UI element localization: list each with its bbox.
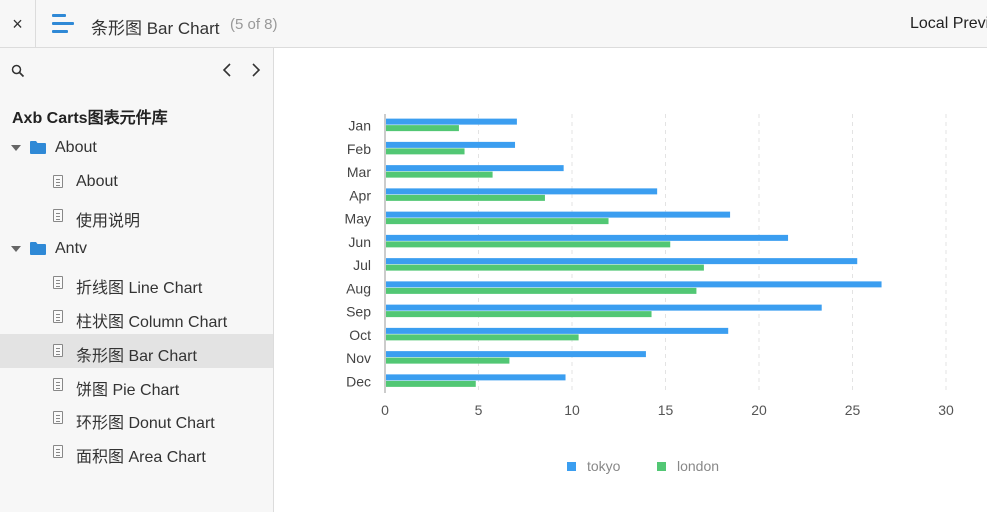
page-count: (5 of 8) [230,16,278,33]
sidebar-item-page[interactable]: 条形图 Bar Chart [0,333,273,368]
search-icon[interactable] [11,64,25,78]
bar-chart: 0 5 10 15 20 25 30 Jan Feb Mar Apr May Jun Jul Aug Sep O… [345,114,954,474]
x-tick-label: 25 [845,402,861,418]
top-bar: × 条形图 Bar Chart (5 of 8) Local Previ [0,0,987,48]
sidebar: Axb Carts图表元件库 About About 使用说明 Antv 折线图 Lin… [0,48,274,512]
legend-marker-london [657,462,666,471]
bar-tokyo [386,234,789,241]
y-tick-label: Dec [346,373,371,389]
folder-icon [30,141,46,154]
bar-tokyo [386,211,731,218]
sidebar-item-label: 使用说明 [76,212,141,230]
bar-tokyo [386,327,729,334]
bar-london [386,125,459,132]
bar-london [386,241,671,248]
sidebar-item-label: Antv [55,240,88,258]
y-tick-label: Apr [349,187,371,203]
y-tick-label: Sep [346,304,371,320]
y-tick-label: Mar [347,164,371,180]
bar-tokyo [386,118,517,125]
sidebar-item-page[interactable]: 饼图 Pie Chart [0,368,273,402]
document-icon [53,310,63,323]
bar-tokyo [386,374,566,381]
bar-tokyo [386,304,822,311]
bar-tokyo [386,141,516,148]
page-title: 条形图 Bar Chart [91,19,220,38]
sidebar-item-label: 面积图 Area Chart [76,449,206,467]
bar-london [386,334,579,341]
chevron-left-icon[interactable] [221,62,233,78]
caret-down-icon[interactable] [11,145,21,151]
legend-label-tokyo: tokyo [587,458,621,474]
bar-tokyo [386,258,858,265]
bar-london [386,194,545,201]
sidebar-item-page[interactable]: 柱状图 Column Chart [0,300,273,334]
sidebar-item-page[interactable]: About [0,165,273,199]
bar-london [386,264,704,271]
sidebar-item-label: About [76,172,118,190]
chart-panel: 0 5 10 15 20 25 30 Jan Feb Mar Apr May Jun Jul Aug Sep O… [275,49,987,512]
document-icon [53,276,63,290]
bar-london [386,380,476,387]
bar-london [386,357,510,364]
sidebar-item-label: 环形图 Donut Chart [76,415,215,433]
sidebar-item-folder[interactable]: Antv [0,232,273,266]
document-icon [53,343,63,357]
bar-tokyo [386,351,646,358]
bar-tokyo [386,188,658,195]
legend-label-london: london [677,458,719,474]
x-tick-label: 5 [475,402,483,418]
sidebar-item-label: About [55,139,97,156]
bar-london [386,287,697,294]
folder-icon [30,242,46,256]
local-preview-label: Local Previ [910,15,987,32]
library-title: Axb Carts图表元件库 [12,110,168,127]
bar-london [386,171,493,178]
x-tick-label: 20 [751,402,767,418]
document-icon [53,411,63,425]
x-tick-label: 0 [381,402,389,418]
y-tick-label: Nov [346,350,371,366]
x-tick-label: 30 [938,402,954,418]
close-button[interactable]: × [0,0,36,48]
document-icon [53,208,63,222]
sidebar-item-page[interactable]: 环形图 Donut Chart [0,401,273,435]
menu-icon[interactable] [52,14,74,34]
x-tick-label: 15 [658,402,674,418]
bar-london [386,218,609,225]
x-tick-label: 10 [564,402,580,418]
y-tick-label: Jan [348,118,371,134]
y-tick-label: Jul [353,257,371,273]
sidebar-item-folder[interactable]: About [0,131,273,165]
sidebar-item-page[interactable]: 面积图 Area Chart [0,435,273,469]
sidebar-item-label: 折线图 Line Chart [76,280,203,298]
close-icon: × [12,13,23,34]
y-tick-label: May [345,211,371,227]
legend-marker-tokyo [567,462,576,471]
y-tick-label: Oct [349,327,371,343]
document-icon [53,445,63,459]
sidebar-item-label: 饼图 Pie Chart [76,381,180,399]
chevron-right-icon[interactable] [250,62,262,78]
bar-tokyo [386,165,564,172]
sidebar-item-label: 条形图 Bar Chart [76,347,197,365]
document-icon [53,174,63,188]
sidebar-item-page[interactable]: 使用说明 [0,199,273,233]
bar-london [386,148,465,155]
y-tick-label: Aug [346,280,371,296]
sidebar-item-label: 柱状图 Column Chart [76,314,228,331]
bar-tokyo [386,281,882,288]
y-tick-label: Jun [348,234,371,250]
y-tick-label: Feb [347,141,371,157]
bar-london [386,311,652,318]
sidebar-item-page[interactable]: 折线图 Line Chart [0,266,273,300]
document-icon [53,377,63,391]
caret-down-icon[interactable] [11,246,21,253]
